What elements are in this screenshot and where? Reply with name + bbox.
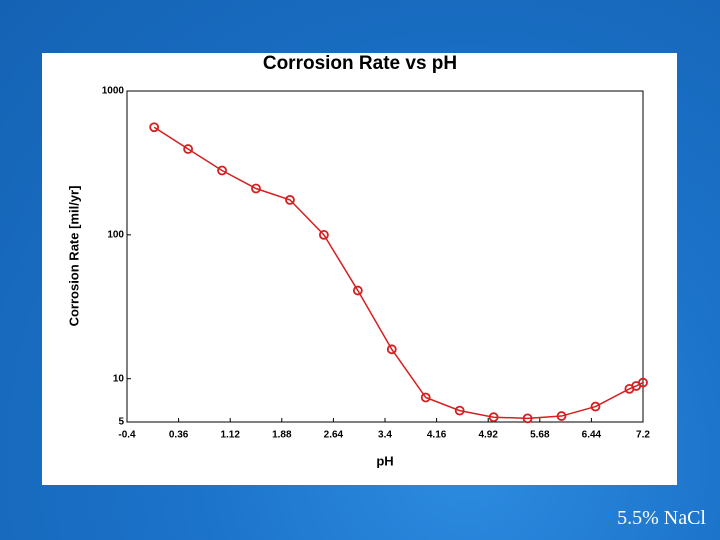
y-tick-label: 1000	[102, 86, 125, 97]
x-tick-label: 4.16	[427, 430, 447, 441]
chart-title: Corrosion Rate vs pH	[263, 53, 457, 74]
x-tick-label: 0.36	[169, 430, 189, 441]
footer: 5.5% NaCl	[617, 507, 706, 529]
x-tick-label: 4.92	[478, 430, 498, 441]
y-tick-label: 10	[113, 373, 125, 384]
x-tick-label: 7.2	[636, 430, 650, 441]
data-point	[488, 412, 499, 423]
data-point	[386, 344, 397, 355]
data-point	[454, 405, 465, 416]
data-point	[251, 183, 261, 194]
data-point	[217, 165, 227, 176]
y-tick-label: 100	[107, 229, 124, 240]
x-axis-label: pH	[376, 453, 393, 468]
data-point	[590, 401, 601, 412]
x-tick-label: 3.4	[378, 430, 392, 441]
x-tick-label: 5.68	[530, 430, 550, 441]
x-tick-label: 6.44	[582, 430, 602, 441]
x-tick-label: 1.12	[220, 430, 240, 441]
x-tick-label: -0.4	[118, 430, 136, 441]
y-tick-label: 5	[118, 417, 124, 428]
y-axis-label: Corrosion Rate [mil/yr]	[66, 186, 81, 327]
chart-panel	[42, 53, 677, 485]
data-point	[638, 377, 648, 388]
data-point	[352, 285, 363, 296]
data-point	[318, 229, 329, 240]
data-point	[556, 411, 567, 421]
data-point	[285, 194, 295, 205]
x-tick-label: 1.88	[272, 430, 292, 441]
data-point	[420, 392, 431, 403]
data-point	[522, 413, 533, 424]
x-tick-label: 2.64	[324, 430, 344, 441]
data-point	[183, 144, 194, 154]
data-line	[153, 126, 644, 420]
data-point	[149, 122, 160, 133]
